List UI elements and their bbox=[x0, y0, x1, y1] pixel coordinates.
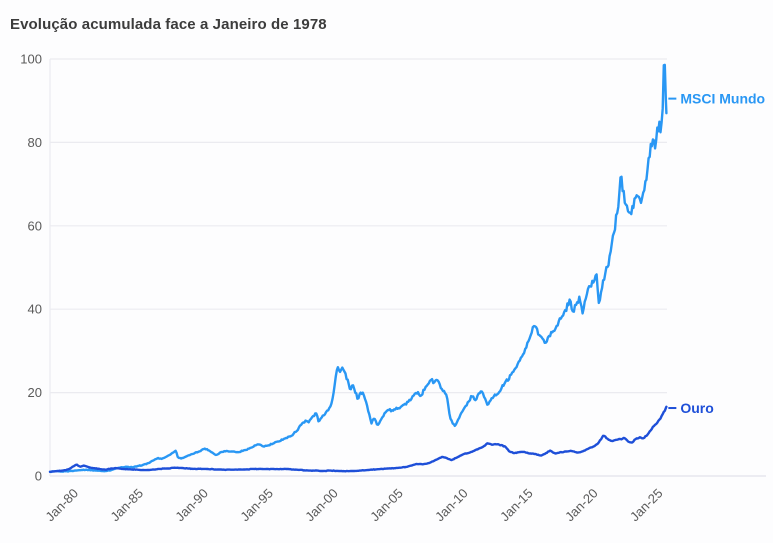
x-tick-label: Jan-80 bbox=[42, 486, 81, 525]
y-tick-label: 20 bbox=[28, 385, 42, 400]
x-tick-label: Jan-20 bbox=[562, 486, 601, 525]
x-tick-label: Jan-95 bbox=[237, 486, 276, 525]
x-tick-label: Jan-00 bbox=[302, 486, 341, 525]
x-tick-label: Jan-10 bbox=[432, 486, 471, 525]
series-line-ouro[interactable] bbox=[48, 405, 668, 473]
x-tick-label: Jan-05 bbox=[367, 486, 406, 525]
series-label-msci-mundo: MSCI Mundo bbox=[680, 91, 765, 107]
y-tick-label: 40 bbox=[28, 302, 42, 317]
series-line-msci-mundo[interactable] bbox=[48, 63, 668, 474]
y-tick-label: 0 bbox=[35, 469, 42, 484]
x-tick-label: Jan-85 bbox=[107, 486, 146, 525]
y-tick-label: 80 bbox=[28, 135, 42, 150]
x-tick-label: Jan-90 bbox=[172, 486, 211, 525]
x-tick-label: Jan-25 bbox=[627, 486, 666, 525]
series-label-ouro: Ouro bbox=[680, 400, 713, 416]
y-tick-label: 100 bbox=[20, 52, 42, 67]
y-tick-label: 60 bbox=[28, 218, 42, 233]
chart-title: Evolução acumulada face a Janeiro de 197… bbox=[10, 16, 327, 33]
x-tick-label: Jan-15 bbox=[497, 486, 536, 525]
